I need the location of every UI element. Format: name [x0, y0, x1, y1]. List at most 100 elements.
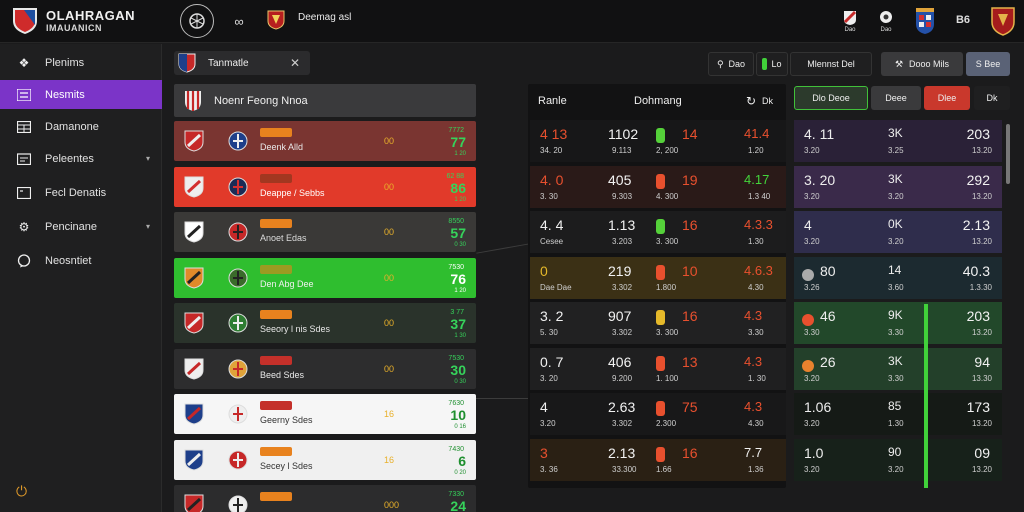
odds-row[interactable]: 1.06 3.20 85 1.30 173 13.20: [794, 393, 1002, 435]
match-row[interactable]: 000 7330 24: [174, 485, 476, 512]
scrollbar[interactable]: [1006, 124, 1010, 184]
trophy-icon[interactable]: [912, 6, 938, 36]
match-minute: 16: [384, 454, 395, 465]
stat-count: 14: [682, 126, 698, 142]
shield-icon[interactable]: [990, 6, 1016, 36]
match-row[interactable]: Anoet Edas 00 8550 57 0 30: [174, 212, 476, 252]
small-button[interactable]: S Bee: [966, 52, 1010, 76]
match-teams: Deappe / Sebbs: [260, 187, 325, 198]
stat-count: 10: [682, 262, 698, 279]
match-sub: 0 30: [454, 378, 466, 385]
odds-row[interactable]: 4 3.20 0K 3.20 2.13 13.20: [794, 211, 1002, 253]
stats-row[interactable]: 0 Dae Dae 219 3.302 10 1.800 4.6.3 4.30: [530, 256, 786, 299]
stat-change: 4.3: [744, 353, 763, 369]
odds-row[interactable]: 80 3.26 14 3.60 40.3 1.3.30: [794, 256, 1002, 299]
stats-row[interactable]: 4. 0 3. 30 405 9.303 19 4. 300 4.17 1.3 40: [530, 165, 786, 208]
sidebar-item-damanone[interactable]: Damanone: [0, 112, 162, 141]
match-teams: Geerny Sdes: [260, 415, 313, 425]
odds-row[interactable]: 26 3.20 3K 3.30 94 13.30: [794, 347, 1002, 390]
odds-row[interactable]: 4. 11 3.20 3K 3.25 203 13.20: [794, 120, 1002, 162]
flag-icon[interactable]: Dao: [838, 6, 862, 36]
stats-header-dohmang: Dohmang: [634, 95, 682, 107]
match-row[interactable]: Seeory l nis Sdes 00 3 77 37 1 30: [174, 303, 476, 343]
odds-mid: 85: [888, 399, 902, 413]
odds-mid-sub: 3.20: [888, 237, 904, 246]
stat-indicator: [656, 173, 665, 189]
sidebar-item-fecl-denatis[interactable]: Fecl Denatis: [0, 178, 162, 207]
stats-row[interactable]: 4. 4 Cesee 1.13 3.203 16 3. 300 4.3.3 1.30: [530, 211, 786, 253]
tab-dk[interactable]: Dk: [974, 86, 1010, 110]
stats-row[interactable]: 4 13 34. 20 1102 9.113 14 2, 200 41.4 1.20: [530, 120, 786, 162]
sidebar-item-peleentes[interactable]: Peleentes ▾: [0, 144, 162, 173]
stat-change-sub: 1.20: [748, 146, 764, 155]
theme-icon[interactable]: B6: [952, 12, 974, 28]
match-row[interactable]: Beed Sdes 00 7530 30 0 30: [174, 348, 476, 389]
live-indicator: [762, 58, 768, 70]
match-minute: 000: [384, 500, 400, 510]
stat-value: 405: [608, 171, 632, 188]
live-toggle[interactable]: Lo: [756, 52, 788, 76]
stat-change-sub: 1.36: [748, 464, 764, 474]
stat-indicator: [656, 355, 665, 371]
stat-count-sub: 1. 100: [656, 373, 679, 383]
power-icon[interactable]: ⏻: [16, 483, 28, 499]
match-teams: Deenk Alld: [260, 142, 304, 152]
calendar-icon: [16, 152, 32, 166]
sidebar-item-label: Nesmits: [45, 88, 85, 101]
stat-value-sub: 9.200: [612, 373, 633, 383]
stats-control-label[interactable]: Dk: [762, 96, 773, 106]
sidebar-item-pencinane[interactable]: ⚙ Pencinane ▾: [0, 212, 162, 241]
match-sub: 1 20: [454, 287, 466, 294]
stat-rank-sub: 5. 30: [540, 328, 558, 337]
chevron-down-icon[interactable]: ▾: [145, 154, 150, 163]
sidebar-item-nesmits[interactable]: Nesmits: [0, 80, 162, 109]
match-row[interactable]: Deenk Alld 00 7772 77 1 20: [174, 121, 476, 161]
home-crest-icon: [184, 130, 204, 152]
chevron-down-icon[interactable]: ▾: [145, 222, 150, 231]
odds-row[interactable]: 1.0 3.20 90 3.20 09 13.20: [794, 438, 1002, 481]
close-icon[interactable]: ✕: [289, 56, 300, 70]
match-sub: 1 20: [454, 151, 466, 157]
away-crest-icon: [228, 268, 248, 287]
tab-dlee[interactable]: Dlee: [924, 86, 970, 110]
ball-icon[interactable]: Dao: [874, 6, 898, 36]
sidebar-item-neosntiet[interactable]: Neosntiet: [0, 246, 162, 275]
odds-end-sub: 13.20: [971, 419, 992, 428]
cycle-icon[interactable]: ↻: [746, 94, 757, 108]
filter-chip[interactable]: Tanmatle ✕: [174, 51, 310, 75]
action-button[interactable]: ⚒ Dooo Mils: [881, 52, 963, 76]
filter-dropdown[interactable]: Mlennst Del: [790, 52, 872, 76]
ball-icon[interactable]: [180, 4, 214, 38]
odds-row[interactable]: 46 3.30 9K 3.30 203 13.20: [794, 302, 1002, 344]
tab-label: Dlee: [937, 93, 957, 103]
match-odds: 7630: [448, 400, 464, 407]
match-row[interactable]: Geerny Sdes 16 7630 10 0 16: [174, 394, 476, 434]
odds-row[interactable]: 3. 20 3.20 3K 3.20 292 13.20: [794, 165, 1002, 208]
match-row[interactable]: Deappe / Sebbs 00 62 88 86 1 20: [174, 166, 476, 207]
tab-deee[interactable]: Deee: [871, 86, 921, 110]
sidebar-item-plenims[interactable]: ❖ Plenims: [0, 48, 162, 77]
stat-value: 219: [608, 262, 632, 279]
match-row[interactable]: Den Abg Dee 00 7530 76 1 20: [174, 257, 476, 298]
match-sub: 0 20: [454, 469, 466, 476]
match-row[interactable]: Secey l Sdes 16 7430 6 0 20: [174, 439, 476, 480]
away-crest-icon: [228, 359, 248, 378]
active-indicator: [924, 304, 928, 488]
away-crest-icon: [228, 131, 248, 151]
sync-icon[interactable]: ∞: [234, 13, 244, 29]
brand-logo[interactable]: [10, 5, 40, 35]
stats-row[interactable]: 4 3.20 2.63 3.302 75 2.300 4.3 4.30: [530, 393, 786, 435]
stat-rank: 3: [540, 444, 548, 461]
stats-row[interactable]: 3 3. 36 2.13 33.300 16 1.66 7.7 1.36: [530, 438, 786, 481]
odds-end: 94: [974, 353, 990, 370]
tab-dlo-deoe[interactable]: Dlo Deoe: [794, 86, 868, 110]
odds-main: 26: [820, 353, 836, 370]
filter-label: Tanmatle: [208, 57, 249, 69]
stats-row[interactable]: 0. 7 3. 20 406 9.200 13 1. 100 4.3 1. 30: [530, 347, 786, 390]
home-crest-icon: [184, 449, 204, 471]
odds-main: 46: [820, 308, 836, 324]
match-odds: 3 77: [450, 309, 464, 316]
search-button[interactable]: ⚲ Dao: [708, 52, 754, 76]
stats-row[interactable]: 3. 2 5. 30 907 3.302 16 3. 300 4.3 3.30: [530, 302, 786, 344]
odds-main: 1.0: [804, 444, 824, 461]
